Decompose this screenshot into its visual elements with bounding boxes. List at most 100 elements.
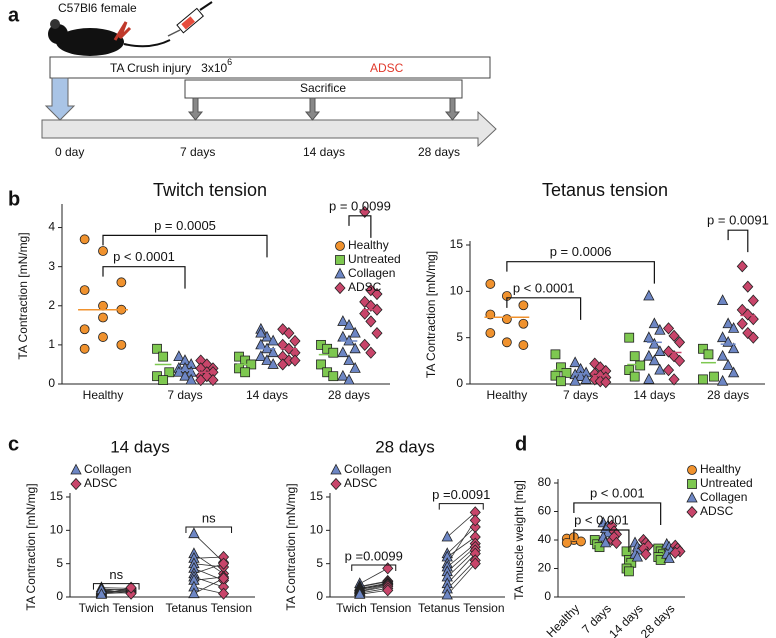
data-point	[267, 334, 279, 346]
data-point	[359, 205, 371, 219]
data-point	[337, 315, 349, 326]
data-point	[742, 280, 754, 293]
y-tick-label: 1	[48, 337, 55, 351]
data-point	[116, 339, 127, 350]
data-point	[207, 373, 219, 387]
panel-label: b	[8, 188, 20, 210]
data-point	[736, 317, 748, 330]
data-point	[569, 374, 581, 386]
data-point	[79, 324, 90, 335]
legend-label: Collagen	[84, 462, 131, 476]
significance-label: p = 0.0005	[154, 218, 216, 233]
x-tick-label: Healthy	[83, 388, 124, 402]
data-point	[158, 375, 169, 385]
legend-marker	[335, 241, 345, 251]
chart-title: Twitch tension	[153, 180, 267, 200]
significance-label: p < 0.001	[574, 512, 629, 527]
data-point	[343, 354, 355, 365]
data-point	[240, 367, 251, 378]
data-point	[727, 322, 740, 333]
y-axis-label: TA Contraction [mN/mg]	[284, 483, 298, 610]
legend-label: ADSC	[344, 476, 378, 490]
pair-line	[446, 563, 476, 596]
data-point	[267, 358, 279, 369]
y-axis-label: TA muscle weight [mg]	[512, 480, 526, 600]
x-tick-label: 28 days	[638, 601, 678, 638]
y-axis-label: TA Contraction [mN/mg]	[16, 232, 30, 359]
data-point	[654, 363, 666, 375]
significance-label: p =0.0091	[432, 487, 490, 502]
legend-marker	[330, 463, 342, 475]
syringe-icon	[167, 1, 213, 37]
data-point	[629, 371, 640, 382]
legend-label: Collagen	[348, 266, 395, 280]
data-point	[736, 260, 748, 273]
legend-marker	[686, 491, 698, 503]
pair-line	[446, 526, 476, 554]
treatment-label: ADSC	[370, 61, 404, 75]
timepoint-label: 7 days	[180, 145, 215, 159]
data-point	[635, 360, 646, 371]
data-point	[518, 340, 529, 350]
legend-marker	[687, 465, 697, 475]
data-point	[173, 350, 185, 362]
x-tick-label: Healthy	[544, 601, 583, 638]
data-point	[485, 279, 496, 289]
data-point	[218, 572, 230, 585]
data-point	[643, 331, 655, 343]
y-tick-label: 10	[310, 523, 324, 537]
legend-marker	[687, 479, 697, 489]
y-tick-label: 20	[538, 561, 552, 575]
sacrifice-arrow	[304, 97, 321, 121]
y-tick-label: 80	[538, 475, 552, 489]
x-tick-label: 28 days	[707, 388, 749, 402]
data-point	[283, 327, 295, 340]
data-point	[631, 550, 644, 562]
data-point	[621, 546, 632, 557]
pair-line	[359, 567, 388, 585]
data-point	[663, 552, 675, 563]
data-point	[98, 300, 108, 311]
data-point	[648, 354, 661, 366]
pair-line	[193, 586, 224, 595]
data-point	[289, 334, 301, 348]
data-point	[289, 354, 301, 367]
significance-label: p = 0.0099	[329, 198, 391, 213]
legend-marker	[330, 477, 342, 491]
y-tick-label: 40	[538, 532, 552, 546]
y-tick-label: 5	[456, 330, 463, 344]
data-point	[747, 331, 759, 344]
data-point	[255, 350, 267, 362]
data-point	[747, 313, 759, 326]
legend-label: Collagen	[700, 490, 747, 504]
data-point	[349, 361, 361, 373]
data-point	[382, 562, 394, 575]
panel-label: d	[515, 433, 527, 455]
data-point	[261, 354, 273, 365]
x-tick-label: Twich Tension	[336, 601, 411, 615]
data-point	[349, 342, 361, 354]
significance-bracket	[573, 529, 630, 553]
data-point	[654, 345, 666, 356]
data-point	[316, 359, 326, 370]
sacrifice-box	[184, 79, 463, 99]
legend-label: ADSC	[84, 476, 118, 490]
data-point	[125, 581, 137, 594]
data-point	[337, 346, 349, 358]
panel-label: a	[8, 4, 20, 26]
legend-marker	[334, 281, 346, 295]
data-point	[716, 331, 729, 343]
data-point	[337, 369, 349, 381]
injury-label: TA Crush injury 3x106	[110, 57, 232, 75]
data-point	[698, 343, 708, 354]
data-point	[716, 294, 729, 306]
strain-label: C57Bl6 female	[58, 1, 137, 15]
y-tick-label: 0	[56, 589, 63, 603]
data-point	[79, 234, 90, 245]
y-tick-label: 10	[50, 523, 64, 537]
data-point	[674, 354, 686, 367]
legend-label: Healthy	[700, 462, 741, 476]
data-point	[668, 373, 680, 386]
significance-label: ns	[202, 510, 216, 525]
